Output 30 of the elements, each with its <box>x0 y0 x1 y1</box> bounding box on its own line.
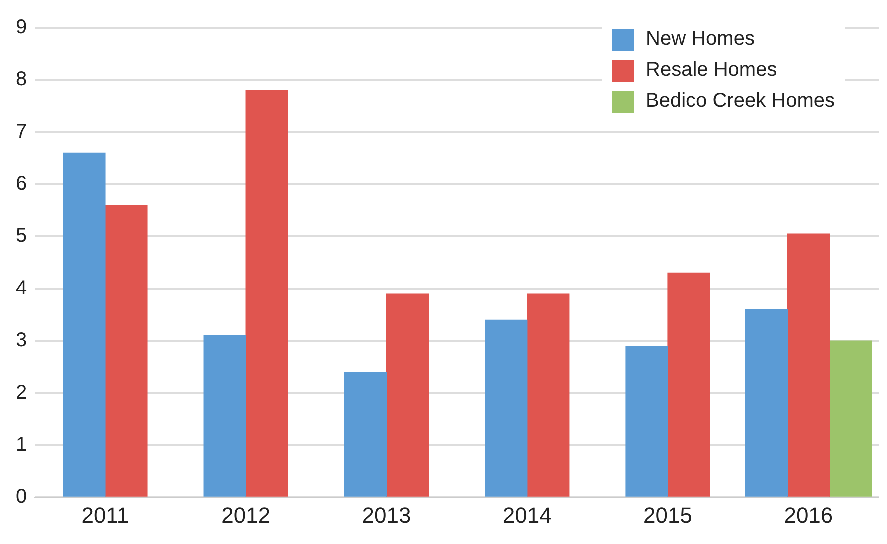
y-tick-label: 1 <box>16 434 28 456</box>
bar <box>829 340 872 497</box>
legend-label: New Homes <box>646 28 755 51</box>
bar <box>626 346 668 497</box>
bar <box>527 294 570 497</box>
bar <box>485 320 528 497</box>
y-tick-label: 6 <box>16 173 28 196</box>
y-tick-label: 0 <box>16 486 28 508</box>
x-tick-label: 2011 <box>82 502 130 528</box>
bar <box>344 372 388 497</box>
y-tick-label: 3 <box>16 330 28 352</box>
x-tick-label: 2016 <box>784 502 834 528</box>
bar <box>204 336 246 497</box>
bar <box>246 90 288 497</box>
x-tick-label: 2012 <box>222 502 271 528</box>
y-tick-label: 9 <box>16 16 28 39</box>
y-tick-label: 2 <box>16 382 28 404</box>
legend-label: Resale Homes <box>646 59 778 82</box>
y-tick-label: 8 <box>16 68 28 91</box>
bar <box>386 294 430 497</box>
x-tick-label: 2014 <box>502 502 552 528</box>
legend-label: Bedico Creek Homes <box>646 90 835 113</box>
y-tick-label: 5 <box>16 225 28 248</box>
x-tick-label: 2015 <box>644 502 693 528</box>
x-tick-label: 2013 <box>362 502 412 528</box>
bar <box>63 152 106 497</box>
bar <box>105 205 148 497</box>
bar <box>668 272 710 497</box>
y-tick-label: 7 <box>16 120 28 143</box>
y-tick-label: 4 <box>16 277 28 300</box>
